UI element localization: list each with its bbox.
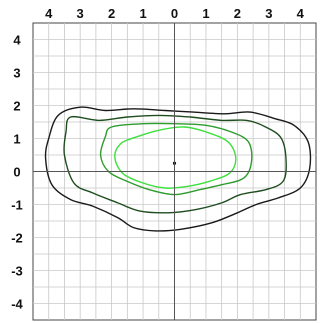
y-tick-label: -1 xyxy=(11,198,23,213)
y-tick-label: 0 xyxy=(13,165,20,180)
x-tick-label: 3 xyxy=(265,6,272,21)
x-tick-label: 3 xyxy=(77,6,84,21)
y-tick-label: 3 xyxy=(13,66,20,81)
y-tick-label: 4 xyxy=(13,33,21,48)
x-tick-label: 2 xyxy=(234,6,241,21)
y-tick-label: 1 xyxy=(13,132,20,147)
y-tick-label: -3 xyxy=(11,264,23,279)
x-tick-label: 4 xyxy=(45,6,53,21)
x-tick-label: 0 xyxy=(171,6,178,21)
x-tick-label: 1 xyxy=(202,6,209,21)
x-tick-label: 1 xyxy=(139,6,146,21)
x-tick-label: 2 xyxy=(108,6,115,21)
y-tick-label: -4 xyxy=(11,297,23,312)
x-tick-label: 4 xyxy=(297,6,305,21)
y-tick-label: -2 xyxy=(11,231,23,246)
y-tick-label: 2 xyxy=(13,99,20,114)
